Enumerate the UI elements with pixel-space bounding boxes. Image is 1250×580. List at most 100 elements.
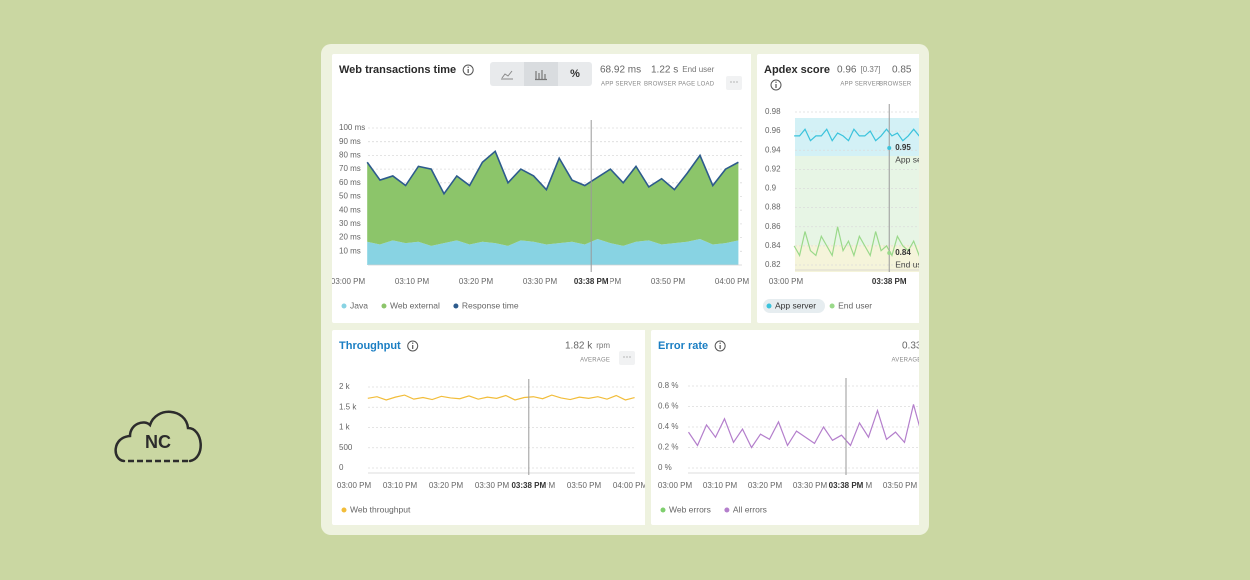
hover-dot	[887, 146, 892, 150]
x-tick-label: 03:10 PM	[703, 481, 738, 490]
y-tick-label: 0	[339, 463, 344, 472]
stat-unit: [0.37]	[860, 65, 880, 74]
hover-label: 03:38 PM	[574, 277, 609, 286]
stat-unit: rpm	[596, 341, 610, 350]
line	[366, 149, 739, 196]
y-tick-label: 20 ms	[339, 233, 361, 242]
stat-value: 1.22 s	[651, 65, 678, 76]
x-tick-label: 03:00 PM	[331, 277, 366, 286]
line	[688, 404, 919, 449]
legend-selected	[763, 299, 825, 313]
info-icon-dot	[467, 66, 469, 68]
stat-label: APP SERVER	[601, 82, 642, 88]
legend-label: All errors	[733, 504, 767, 514]
x-tick-label: 03:30 PM	[475, 481, 510, 490]
hover-label: 03:38 PM	[511, 481, 546, 490]
hover-name: End user	[895, 259, 929, 269]
legend-dot	[453, 303, 459, 309]
band-top	[795, 118, 919, 156]
stat-value: 0.96	[837, 65, 857, 76]
hover-dot	[887, 251, 892, 255]
stat-label: BROWSER	[879, 82, 912, 88]
hover-label-bg	[870, 276, 909, 288]
info-icon-dot	[412, 342, 414, 344]
hover-name: App server	[895, 154, 936, 164]
info-icon	[462, 64, 474, 76]
x-tick-label: 03:00 PM	[658, 481, 693, 490]
menu-button	[726, 76, 742, 90]
line	[793, 226, 919, 258]
y-tick-label: 10 ms	[339, 246, 361, 255]
y-tick-label: 1.5 k	[339, 402, 357, 411]
legend-dot	[341, 303, 347, 309]
toggle-bar-icon	[535, 70, 547, 81]
stat-label: APP SERVER	[840, 82, 881, 88]
x-tick-label: 03:20 PM	[748, 481, 783, 490]
y-tick-label: 70 ms	[339, 164, 361, 173]
hover-label: 03:38 PM	[872, 277, 907, 286]
x-tick-label: 03:30 PM	[793, 481, 828, 490]
panel-title: Error rate	[658, 340, 708, 352]
x-tick-label: 03:50 PM	[567, 481, 602, 490]
area	[367, 151, 739, 246]
y-tick-label: 0.96	[765, 126, 781, 135]
y-tick-label: 500	[339, 443, 353, 452]
x-tick-label: 04:00 PM	[715, 277, 750, 286]
band-mid	[795, 156, 919, 245]
y-tick-label: 0.9	[765, 184, 777, 193]
y-tick-label: 90 ms	[339, 137, 361, 146]
legend-dot	[724, 507, 730, 513]
y-tick-label: 0.8 %	[658, 381, 678, 390]
x-tick-label: 03:20 PM	[459, 277, 494, 286]
y-tick-label: 0.2 %	[658, 443, 678, 452]
y-tick-label: 0.6 %	[658, 402, 678, 411]
y-tick-label: 0.98	[765, 107, 781, 116]
x-tick-label: 04:00 PM	[613, 481, 648, 490]
menu-text: ···	[730, 76, 739, 86]
panel: Throughput 1.82 k rpm AVERAGE ··· 0 500 1 k 1.5 …	[332, 330, 648, 525]
logo-cloud	[114, 410, 202, 463]
band-low	[795, 245, 919, 272]
menu-text: ···	[623, 351, 632, 361]
y-tick-label: 0.82	[765, 260, 781, 269]
panel-bg	[651, 330, 919, 525]
legend-dot	[660, 507, 666, 513]
x-tick-label: 03:00 PM	[337, 481, 372, 490]
panel-title: Web transactions time	[339, 64, 456, 76]
info-icon	[714, 340, 726, 352]
panel: Error rate 0.33 AVERAGE 0 % 0.2 % 0.4 % 0.6 % 0…	[651, 330, 922, 525]
legend-label: Response time	[462, 300, 519, 310]
toggle-line-icon	[501, 70, 513, 80]
panel-title: Apdex score	[764, 64, 830, 76]
y-tick-label: 80 ms	[339, 151, 361, 160]
panel: Web transactions time% 68.92 ms APP SERVER…	[331, 54, 751, 323]
logo: NC	[114, 410, 202, 463]
legend-dot	[829, 303, 835, 309]
info-icon	[770, 79, 782, 91]
stat-label: BROWSER PAGE LOAD	[644, 82, 715, 88]
legend-dot	[766, 303, 772, 309]
y-tick-label: 0.4 %	[658, 422, 678, 431]
stat-value: 0.85	[892, 65, 912, 76]
line	[794, 128, 919, 142]
stat-label: AVERAGE	[892, 358, 922, 364]
hover-value: 0.95	[895, 143, 911, 152]
legend-label: Java	[350, 300, 368, 310]
stat-label: AVERAGE	[580, 358, 610, 364]
y-tick-label: 60 ms	[339, 178, 361, 187]
y-tick-label: 0.94	[765, 145, 781, 154]
y-tick-label: 50 ms	[339, 192, 361, 201]
menu-button	[619, 351, 635, 365]
line	[367, 394, 635, 401]
legend-label: End user	[838, 300, 872, 310]
y-tick-label: 0 %	[658, 463, 672, 472]
area	[367, 238, 739, 265]
x-tick-label: 03:50 PM	[651, 277, 686, 286]
legend-dot	[341, 507, 347, 513]
x-tick-label: 03:10 PM	[395, 277, 430, 286]
info-icon-dot	[719, 342, 721, 344]
hover-label: 03:38 PM	[829, 481, 864, 490]
y-tick-label: 40 ms	[339, 205, 361, 214]
